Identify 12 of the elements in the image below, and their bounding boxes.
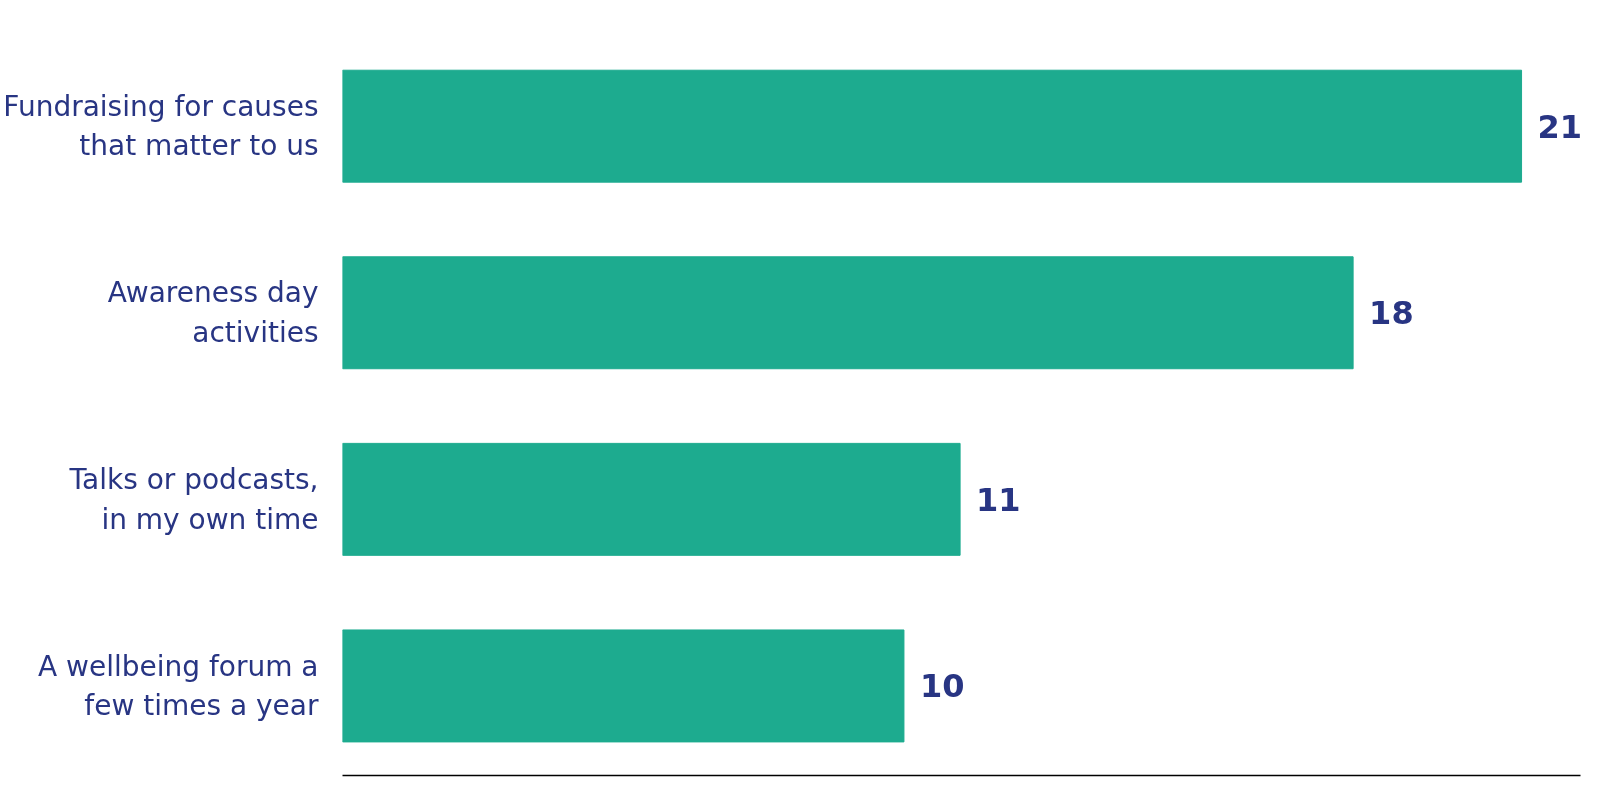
bar bbox=[342, 69, 1523, 183]
y-tick-label: Talks or podcasts, in my own time bbox=[68, 463, 319, 536]
data-label: 21 bbox=[1537, 107, 1583, 146]
bar bbox=[342, 629, 905, 743]
bar bbox=[342, 442, 961, 556]
y-tick-label: Awareness day activities bbox=[107, 276, 319, 350]
data-label: 18 bbox=[1369, 294, 1414, 333]
bar bbox=[342, 256, 1354, 370]
y-tick-label: Fundraising for causes that matter to us bbox=[3, 89, 319, 163]
data-label: 11 bbox=[976, 480, 1021, 519]
data-label: 10 bbox=[919, 667, 965, 706]
y-tick-label: A wellbeing forum a few times a year bbox=[37, 649, 319, 723]
